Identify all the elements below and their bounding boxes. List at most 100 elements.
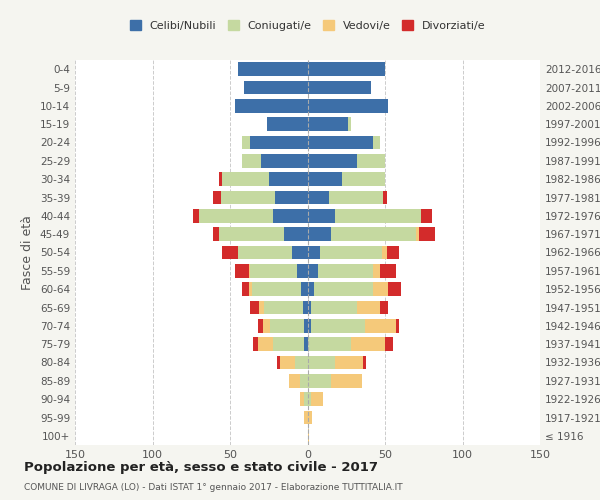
Bar: [308, 356, 335, 370]
Bar: [213, 190, 221, 204]
Bar: [270, 319, 304, 332]
Bar: [308, 62, 385, 76]
Bar: [308, 264, 319, 278]
Bar: [259, 300, 264, 314]
Bar: [308, 99, 388, 112]
Legend: Celibi/Nubili, Coniugati/e, Vedovi/e, Divorziati/e: Celibi/Nubili, Coniugati/e, Vedovi/e, Di…: [125, 16, 490, 35]
Bar: [351, 338, 385, 351]
Bar: [274, 209, 308, 222]
Bar: [373, 282, 388, 296]
Bar: [258, 338, 274, 351]
Bar: [263, 319, 271, 332]
Bar: [373, 136, 380, 149]
Bar: [348, 118, 351, 131]
Bar: [357, 300, 380, 314]
Bar: [301, 282, 308, 296]
Bar: [277, 356, 280, 370]
Bar: [261, 154, 308, 168]
Bar: [308, 154, 357, 168]
Bar: [303, 300, 308, 314]
Bar: [373, 264, 380, 278]
Bar: [308, 374, 331, 388]
Bar: [331, 374, 362, 388]
Bar: [250, 136, 308, 149]
Bar: [308, 300, 311, 314]
Bar: [300, 392, 304, 406]
Bar: [221, 190, 275, 204]
Bar: [364, 356, 367, 370]
Bar: [242, 154, 261, 168]
Bar: [258, 319, 263, 332]
Bar: [308, 172, 341, 186]
Bar: [269, 172, 308, 186]
Bar: [320, 246, 382, 260]
Bar: [308, 136, 373, 149]
Bar: [319, 264, 373, 278]
Bar: [235, 99, 308, 112]
Bar: [264, 300, 303, 314]
Bar: [304, 392, 308, 406]
Bar: [242, 136, 250, 149]
Bar: [311, 300, 357, 314]
Bar: [222, 172, 269, 186]
Bar: [416, 228, 419, 241]
Bar: [275, 190, 308, 204]
Bar: [308, 118, 348, 131]
Bar: [292, 246, 308, 260]
Bar: [329, 190, 383, 204]
Bar: [308, 246, 320, 260]
Bar: [274, 338, 304, 351]
Bar: [238, 246, 292, 260]
Text: COMUNE DI LIVRAGA (LO) - Dati ISTAT 1° gennaio 2017 - Elaborazione TUTTITALIA.IT: COMUNE DI LIVRAGA (LO) - Dati ISTAT 1° g…: [24, 483, 403, 492]
Bar: [248, 282, 252, 296]
Bar: [308, 209, 335, 222]
Y-axis label: Fasce di età: Fasce di età: [22, 215, 34, 290]
Bar: [308, 392, 311, 406]
Bar: [304, 319, 308, 332]
Bar: [289, 374, 300, 388]
Bar: [311, 392, 323, 406]
Bar: [235, 264, 248, 278]
Bar: [304, 410, 308, 424]
Bar: [314, 282, 373, 296]
Bar: [341, 172, 385, 186]
Bar: [267, 118, 308, 131]
Bar: [331, 228, 416, 241]
Bar: [199, 209, 274, 222]
Bar: [193, 209, 199, 222]
Bar: [253, 338, 258, 351]
Bar: [250, 264, 296, 278]
Bar: [308, 282, 314, 296]
Bar: [308, 410, 312, 424]
Bar: [213, 228, 219, 241]
Bar: [250, 300, 259, 314]
Bar: [419, 228, 434, 241]
Bar: [222, 246, 238, 260]
Bar: [365, 319, 396, 332]
Text: Popolazione per età, sesso e stato civile - 2017: Popolazione per età, sesso e stato civil…: [24, 461, 378, 474]
Bar: [335, 209, 421, 222]
Bar: [295, 356, 308, 370]
Bar: [304, 338, 308, 351]
Bar: [380, 264, 396, 278]
Bar: [308, 228, 331, 241]
Bar: [308, 190, 329, 204]
Bar: [308, 319, 311, 332]
Bar: [238, 62, 308, 76]
Bar: [380, 300, 388, 314]
Bar: [308, 80, 371, 94]
Bar: [219, 172, 222, 186]
Bar: [421, 209, 431, 222]
Bar: [383, 190, 386, 204]
Bar: [300, 374, 308, 388]
Bar: [219, 228, 284, 241]
Bar: [386, 246, 399, 260]
Bar: [308, 338, 351, 351]
Bar: [242, 282, 248, 296]
Bar: [385, 338, 393, 351]
Bar: [382, 246, 386, 260]
Bar: [248, 264, 250, 278]
Bar: [308, 429, 309, 442]
Bar: [357, 154, 385, 168]
Bar: [311, 319, 365, 332]
